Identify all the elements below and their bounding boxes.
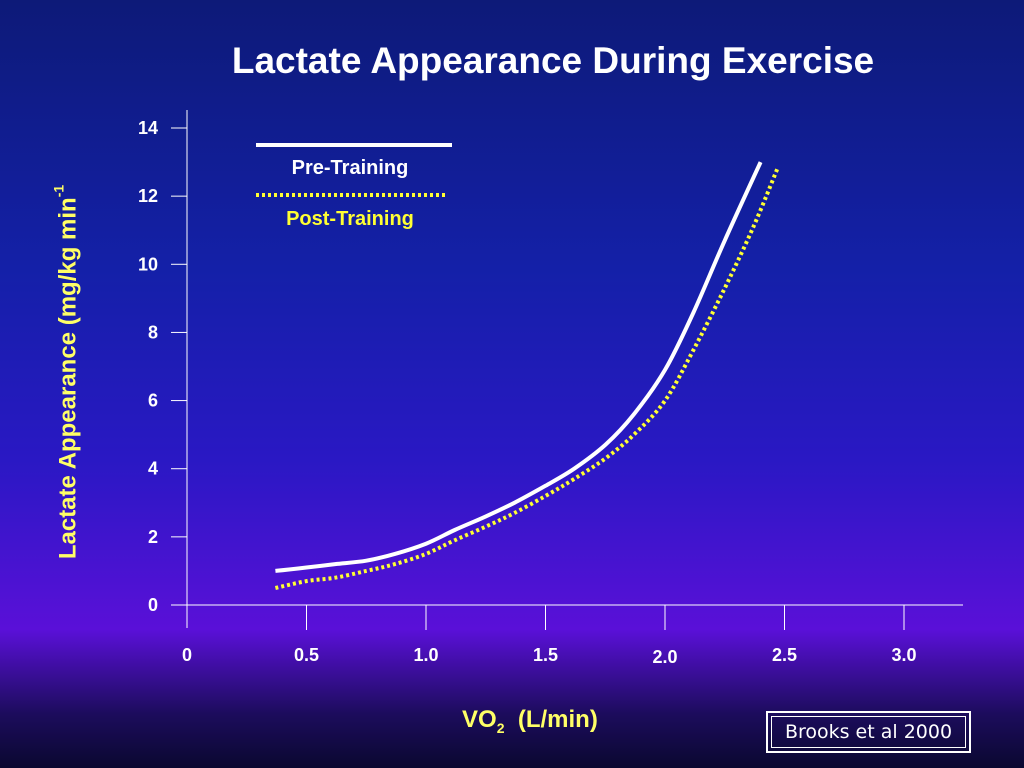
x-tick-label-6: 3.0 <box>891 645 916 665</box>
y-tick-label-4: 8 <box>148 322 158 342</box>
y-tick-label-6: 12 <box>138 186 158 206</box>
x-tick-label-0: 0 <box>182 645 192 665</box>
y-tick-label-7: 14 <box>138 118 158 138</box>
y-tick-label-5: 10 <box>138 254 158 274</box>
y-tick-label-1: 2 <box>148 527 158 547</box>
x-tick-label-2: 1.0 <box>413 645 438 665</box>
source-citation: Brooks et al 2000 <box>771 716 966 748</box>
x-tick-label-3: 1.5 <box>533 645 558 665</box>
y-tick-label-0: 0 <box>148 595 158 615</box>
x-tick-label-4: 2.0 <box>652 647 677 667</box>
y-tick-label-2: 4 <box>148 459 158 479</box>
x-tick-label-5: 2.5 <box>772 645 797 665</box>
legend-label-post-training: Post-Training <box>286 208 414 230</box>
y-tick-label-3: 6 <box>148 391 158 411</box>
series-line-post-training <box>274 168 780 590</box>
x-axis-label-subscript: 2 <box>496 719 505 736</box>
x-tick-label-1: 0.5 <box>294 645 319 665</box>
series-line-pre-training <box>275 161 763 573</box>
x-axis-label-unit: (L/min) <box>517 706 598 733</box>
chart-title: Lactate Appearance During Exercise <box>231 40 875 81</box>
source-citation-box: Brooks et al 2000 <box>766 711 971 753</box>
x-axis-label-vo: VO <box>462 706 497 733</box>
legend-label-pre-training: Pre-Training <box>292 157 409 179</box>
x-axis-label: VO2 (L/min) <box>462 706 598 736</box>
